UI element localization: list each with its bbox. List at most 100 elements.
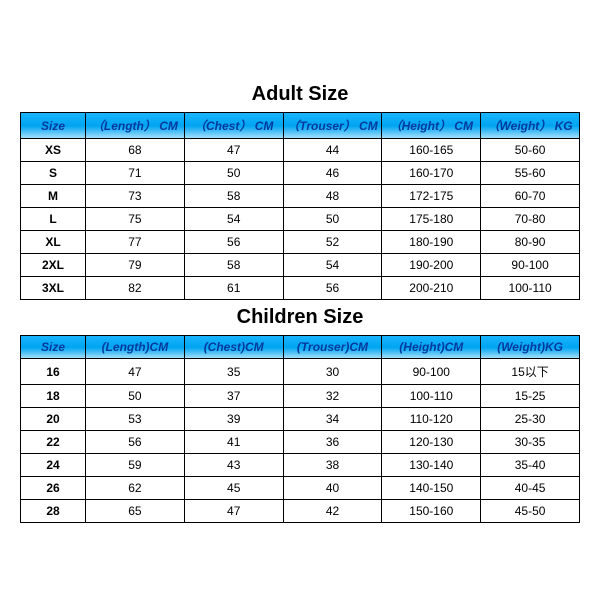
table-cell: 41: [184, 431, 283, 454]
col-header-weight: （Weight） KG: [481, 113, 580, 139]
table-cell: 77: [86, 231, 185, 254]
table-cell: 2XL: [21, 254, 86, 277]
size-chart-container: Adult Size Size （Length） CM （Chest） CM （…: [20, 77, 580, 523]
table-cell: 3XL: [21, 277, 86, 300]
table-cell: 35-40: [481, 454, 580, 477]
table-cell: 37: [184, 385, 283, 408]
table-cell: 22: [21, 431, 86, 454]
children-table-body: 1647353090-10015以下18503732100-11015-2520…: [21, 359, 580, 523]
table-cell: 73: [86, 185, 185, 208]
table-cell: 50: [184, 162, 283, 185]
table-cell: 61: [184, 277, 283, 300]
table-cell: 30: [283, 359, 382, 385]
table-cell: 79: [86, 254, 185, 277]
table-cell: 90-100: [382, 359, 481, 385]
children-title: Children Size: [20, 306, 580, 329]
table-row: 20533934110-12025-30: [21, 408, 580, 431]
table-cell: 100-110: [382, 385, 481, 408]
table-cell: 80-90: [481, 231, 580, 254]
table-cell: 65: [86, 500, 185, 523]
table-cell: 15-25: [481, 385, 580, 408]
table-cell: S: [21, 162, 86, 185]
table-cell: 30-35: [481, 431, 580, 454]
table-cell: 82: [86, 277, 185, 300]
col-header-height: (Height)CM: [382, 336, 481, 359]
col-header-length: （Length） CM: [86, 113, 185, 139]
table-cell: 140-150: [382, 477, 481, 500]
table-cell: 68: [86, 139, 185, 162]
col-header-length: (Length)CM: [86, 336, 185, 359]
table-cell: 38: [283, 454, 382, 477]
table-cell: 43: [184, 454, 283, 477]
adult-size-table: Size （Length） CM （Chest） CM （Trouser） CM…: [20, 112, 580, 300]
table-cell: 130-140: [382, 454, 481, 477]
table-cell: 56: [86, 431, 185, 454]
table-cell: 18: [21, 385, 86, 408]
table-cell: 59: [86, 454, 185, 477]
children-size-table: Size (Length)CM (Chest)CM (Trouser)CM (H…: [20, 335, 580, 523]
table-cell: 90-100: [481, 254, 580, 277]
table-row: 3XL826156200-210100-110: [21, 277, 580, 300]
table-cell: 190-200: [382, 254, 481, 277]
table-row: 18503732100-11015-25: [21, 385, 580, 408]
table-cell: 44: [283, 139, 382, 162]
table-cell: XL: [21, 231, 86, 254]
table-cell: 120-130: [382, 431, 481, 454]
table-cell: 45: [184, 477, 283, 500]
table-cell: 56: [283, 277, 382, 300]
col-header-trouser: (Trouser)CM: [283, 336, 382, 359]
table-cell: 172-175: [382, 185, 481, 208]
table-cell: 32: [283, 385, 382, 408]
table-row: L755450175-18070-80: [21, 208, 580, 231]
table-cell: 53: [86, 408, 185, 431]
table-row: 1647353090-10015以下: [21, 359, 580, 385]
table-cell: 54: [283, 254, 382, 277]
table-cell: L: [21, 208, 86, 231]
table-cell: 75: [86, 208, 185, 231]
col-header-weight: (Weight)KG: [481, 336, 580, 359]
col-header-chest: （Chest） CM: [184, 113, 283, 139]
table-row: M735848172-17560-70: [21, 185, 580, 208]
table-row: 26624540140-15040-45: [21, 477, 580, 500]
table-cell: 15以下: [481, 359, 580, 385]
table-row: S715046160-17055-60: [21, 162, 580, 185]
table-cell: 45-50: [481, 500, 580, 523]
children-header-row: Size (Length)CM (Chest)CM (Trouser)CM (H…: [21, 336, 580, 359]
table-cell: 28: [21, 500, 86, 523]
table-cell: 70-80: [481, 208, 580, 231]
col-header-size: Size: [21, 113, 86, 139]
table-cell: 42: [283, 500, 382, 523]
table-cell: M: [21, 185, 86, 208]
table-row: 28654742150-16045-50: [21, 500, 580, 523]
table-cell: 48: [283, 185, 382, 208]
table-cell: 160-165: [382, 139, 481, 162]
table-cell: 60-70: [481, 185, 580, 208]
table-row: XL775652180-19080-90: [21, 231, 580, 254]
table-cell: XS: [21, 139, 86, 162]
table-cell: 100-110: [481, 277, 580, 300]
table-cell: 160-170: [382, 162, 481, 185]
table-cell: 110-120: [382, 408, 481, 431]
table-cell: 55-60: [481, 162, 580, 185]
table-cell: 35: [184, 359, 283, 385]
table-cell: 50-60: [481, 139, 580, 162]
table-cell: 40: [283, 477, 382, 500]
table-cell: 39: [184, 408, 283, 431]
table-cell: 26: [21, 477, 86, 500]
table-cell: 47: [86, 359, 185, 385]
col-header-height: （Height） CM: [382, 113, 481, 139]
table-row: 2XL795854190-20090-100: [21, 254, 580, 277]
table-cell: 180-190: [382, 231, 481, 254]
table-cell: 34: [283, 408, 382, 431]
adult-title: Adult Size: [20, 83, 580, 106]
table-cell: 46: [283, 162, 382, 185]
table-row: 22564136120-13030-35: [21, 431, 580, 454]
table-row: XS684744160-16550-60: [21, 139, 580, 162]
table-cell: 56: [184, 231, 283, 254]
table-cell: 16: [21, 359, 86, 385]
table-cell: 58: [184, 185, 283, 208]
table-row: 24594338130-14035-40: [21, 454, 580, 477]
table-cell: 40-45: [481, 477, 580, 500]
table-cell: 47: [184, 500, 283, 523]
table-cell: 24: [21, 454, 86, 477]
